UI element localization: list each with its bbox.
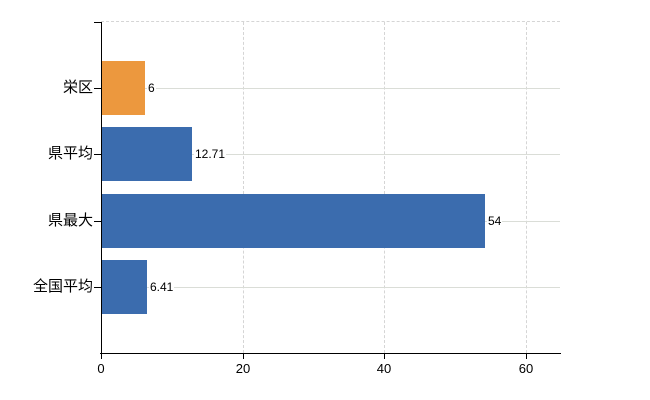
x-axis-line: [100, 353, 561, 354]
y-axis-top-tick: [94, 22, 101, 23]
x-axis-tick: [243, 353, 244, 359]
y-axis-tick: [94, 221, 101, 222]
bar: [102, 61, 145, 115]
x-axis-tick: [101, 353, 102, 359]
x-axis-tick: [384, 353, 385, 359]
y-axis-tick: [94, 154, 101, 155]
y-axis-label: 栄区: [62, 79, 93, 96]
bar: [102, 127, 192, 181]
bar-value-label: 12.71: [194, 146, 227, 162]
bar: [102, 194, 485, 248]
gridline-vertical: [526, 22, 527, 353]
bar-value-label: 6.41: [149, 279, 175, 295]
gridline-horizontal: [102, 88, 560, 89]
gridline-vertical: [243, 22, 244, 353]
x-axis-tick-label: 20: [235, 361, 251, 376]
x-axis-tick-label: 40: [376, 361, 392, 376]
plot-top-border: [101, 21, 560, 22]
gridline-vertical: [384, 22, 385, 353]
y-axis-label: 全国平均: [32, 278, 93, 295]
y-axis-line: [101, 22, 102, 353]
y-axis-tick: [94, 287, 101, 288]
x-axis-tick-label: 60: [518, 361, 534, 376]
x-axis-tick-label: 0: [97, 361, 105, 376]
y-axis-tick: [94, 88, 101, 89]
bar-value-label: 6: [147, 80, 156, 96]
y-axis-label: 県最大: [47, 212, 93, 229]
bar-value-label: 54: [487, 213, 503, 229]
gridline-horizontal: [102, 154, 560, 155]
x-axis-tick: [526, 353, 527, 359]
bar: [102, 260, 147, 314]
y-axis-label: 県平均: [47, 145, 93, 162]
gridline-horizontal: [102, 287, 560, 288]
